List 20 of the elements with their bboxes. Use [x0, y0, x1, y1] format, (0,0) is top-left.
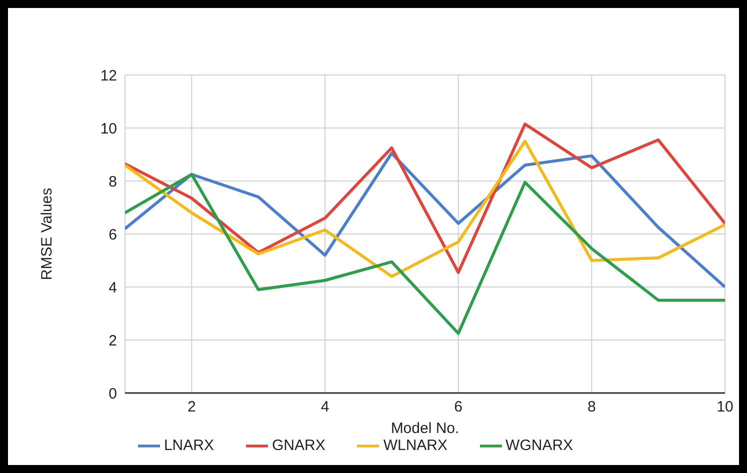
y-axis-title: RMSE Values: [38, 188, 56, 280]
legend-label: WLNARX: [383, 436, 448, 454]
x-tick-label: 2: [187, 398, 196, 416]
x-tick-label: 8: [587, 398, 596, 416]
y-tick-label: 8: [108, 173, 117, 190]
x-tick-label: 10: [716, 398, 734, 416]
line-series: [125, 152, 725, 288]
x-axis-title: Model No.: [390, 420, 460, 437]
y-tick-label: 10: [100, 120, 117, 138]
x-tick-label: 4: [320, 398, 330, 416]
line-series: [125, 172, 725, 335]
y-tick-label: 2: [108, 332, 117, 350]
legend-label: GNARX: [272, 436, 326, 454]
y-tick-label: 0: [108, 385, 117, 402]
y-tick-label: 6: [108, 226, 117, 244]
y-tick-label: 4: [108, 279, 117, 296]
legend-label: WGNARX: [506, 436, 574, 454]
x-tick-label: 6: [454, 398, 463, 416]
legend-label: LNARX: [164, 436, 214, 454]
y-tick-label: 12: [100, 67, 117, 84]
